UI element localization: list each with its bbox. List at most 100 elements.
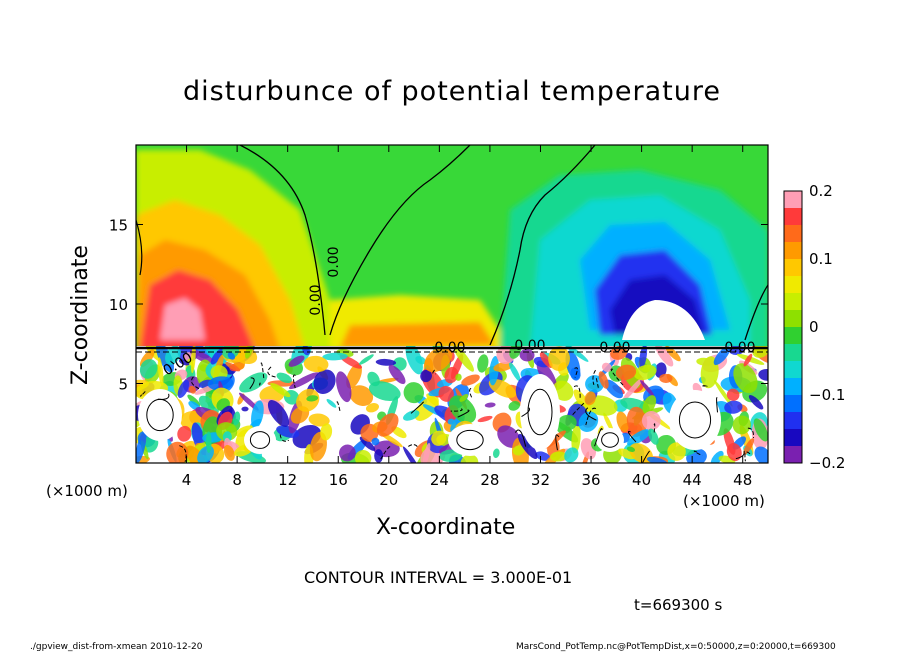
x-axis: 4 8 12 16 20 24 28 32 36 40 44 48 xyxy=(182,145,752,489)
field-blob xyxy=(517,433,538,460)
field-blob xyxy=(420,369,432,383)
field-contour xyxy=(406,444,418,448)
x-tick-label: 8 xyxy=(232,471,242,489)
footer-left: ./gpview_dist-from-xmean 2010-12-20 xyxy=(30,642,203,652)
field-blob xyxy=(222,346,240,359)
colorbar-frame xyxy=(783,190,803,464)
field-blob xyxy=(227,352,236,360)
field-blob xyxy=(223,444,235,461)
field-blob xyxy=(308,413,330,427)
field-blob xyxy=(376,413,399,437)
field-blob xyxy=(641,411,661,431)
colorbar-swatch xyxy=(784,276,802,294)
field-blob xyxy=(571,423,581,454)
x-tick-label: 40 xyxy=(632,471,651,489)
field-blob xyxy=(288,355,305,367)
field-contour xyxy=(585,407,597,426)
field-blob xyxy=(346,363,362,389)
colorbar-tick-label: −0.2 xyxy=(809,454,845,472)
field-blob xyxy=(453,346,474,372)
field-blob xyxy=(489,356,499,386)
field-contour xyxy=(410,401,424,414)
field-blob xyxy=(426,393,439,407)
field-contour xyxy=(653,423,656,433)
field-contour xyxy=(469,387,473,399)
colorbar-swatch xyxy=(784,191,802,209)
contour-label: 0.00 xyxy=(308,284,324,315)
field-blob xyxy=(354,449,372,463)
field-blob xyxy=(655,346,674,367)
field-blob xyxy=(455,373,462,381)
field-contour xyxy=(170,360,175,365)
field-blob xyxy=(732,415,751,435)
field-blob xyxy=(166,441,189,463)
field-blob xyxy=(640,380,655,397)
field-blob xyxy=(461,374,480,386)
field-blob xyxy=(646,456,668,463)
field-blob xyxy=(205,431,212,453)
field-blob xyxy=(713,346,731,366)
field-blob xyxy=(239,392,259,411)
field-contour xyxy=(521,407,531,417)
field-blob xyxy=(726,388,740,401)
field-blob xyxy=(726,442,742,462)
field-blob xyxy=(371,437,380,446)
field-blob xyxy=(733,363,758,394)
y-axis: 5 10 15 xyxy=(109,217,768,394)
field-blob xyxy=(326,398,337,408)
colorbar-swatch xyxy=(784,242,802,260)
field-blob xyxy=(754,446,768,463)
field-contour xyxy=(279,434,290,442)
chart-title: disturbunce of potential temperature xyxy=(183,76,721,107)
field-contour xyxy=(555,434,560,451)
field-core xyxy=(596,428,624,452)
field-blob xyxy=(508,401,521,411)
field-blob xyxy=(753,418,768,442)
field-blob xyxy=(578,411,599,432)
field-blob xyxy=(156,346,174,373)
field-blob xyxy=(603,412,614,433)
field-contour xyxy=(601,432,619,448)
field-blob xyxy=(303,355,329,373)
field-blob xyxy=(438,385,454,402)
field-blob xyxy=(320,423,333,441)
colorbar-tick-label: −0.1 xyxy=(809,386,845,404)
field-blob xyxy=(322,352,348,361)
field-blob xyxy=(598,371,609,389)
x-tick-label: 20 xyxy=(379,471,398,489)
field-blob xyxy=(336,371,352,403)
contour-label: 0.00 xyxy=(514,338,545,354)
field-blob xyxy=(177,425,192,442)
field-contour xyxy=(249,431,271,449)
field-blob xyxy=(306,395,319,402)
field-contour xyxy=(379,446,391,461)
x-axis-label: X-coordinate xyxy=(376,515,516,540)
colorbar-swatch xyxy=(784,395,802,413)
field-contour xyxy=(573,385,581,400)
field-contour xyxy=(678,401,712,439)
field-blob xyxy=(245,346,254,359)
field-blob xyxy=(601,362,612,372)
contour-interval: CONTOUR INTERVAL = 3.000E-01 xyxy=(304,568,573,587)
field-blob xyxy=(210,348,224,365)
x-tick-label: 28 xyxy=(480,471,499,489)
field-blob xyxy=(349,385,374,406)
field-blob xyxy=(758,368,768,381)
field-blob xyxy=(157,357,164,387)
field-core xyxy=(669,390,721,450)
field-blob xyxy=(492,448,500,458)
field-blob xyxy=(748,394,764,410)
contour-label: 0.00 xyxy=(434,340,465,356)
field-blob xyxy=(610,346,628,360)
field-blob xyxy=(633,364,657,381)
x-unit-label-right: (×1000 m) xyxy=(683,492,765,510)
field-blob xyxy=(136,431,147,463)
y-tick-label: 5 xyxy=(118,376,128,394)
field-blob xyxy=(339,444,356,462)
field-contour xyxy=(179,445,187,462)
field-blob xyxy=(622,376,644,402)
y-axis-label: Z-coordinate xyxy=(68,245,93,385)
field-blob xyxy=(235,425,255,437)
field-blob xyxy=(424,346,453,373)
field-contour xyxy=(267,366,278,378)
